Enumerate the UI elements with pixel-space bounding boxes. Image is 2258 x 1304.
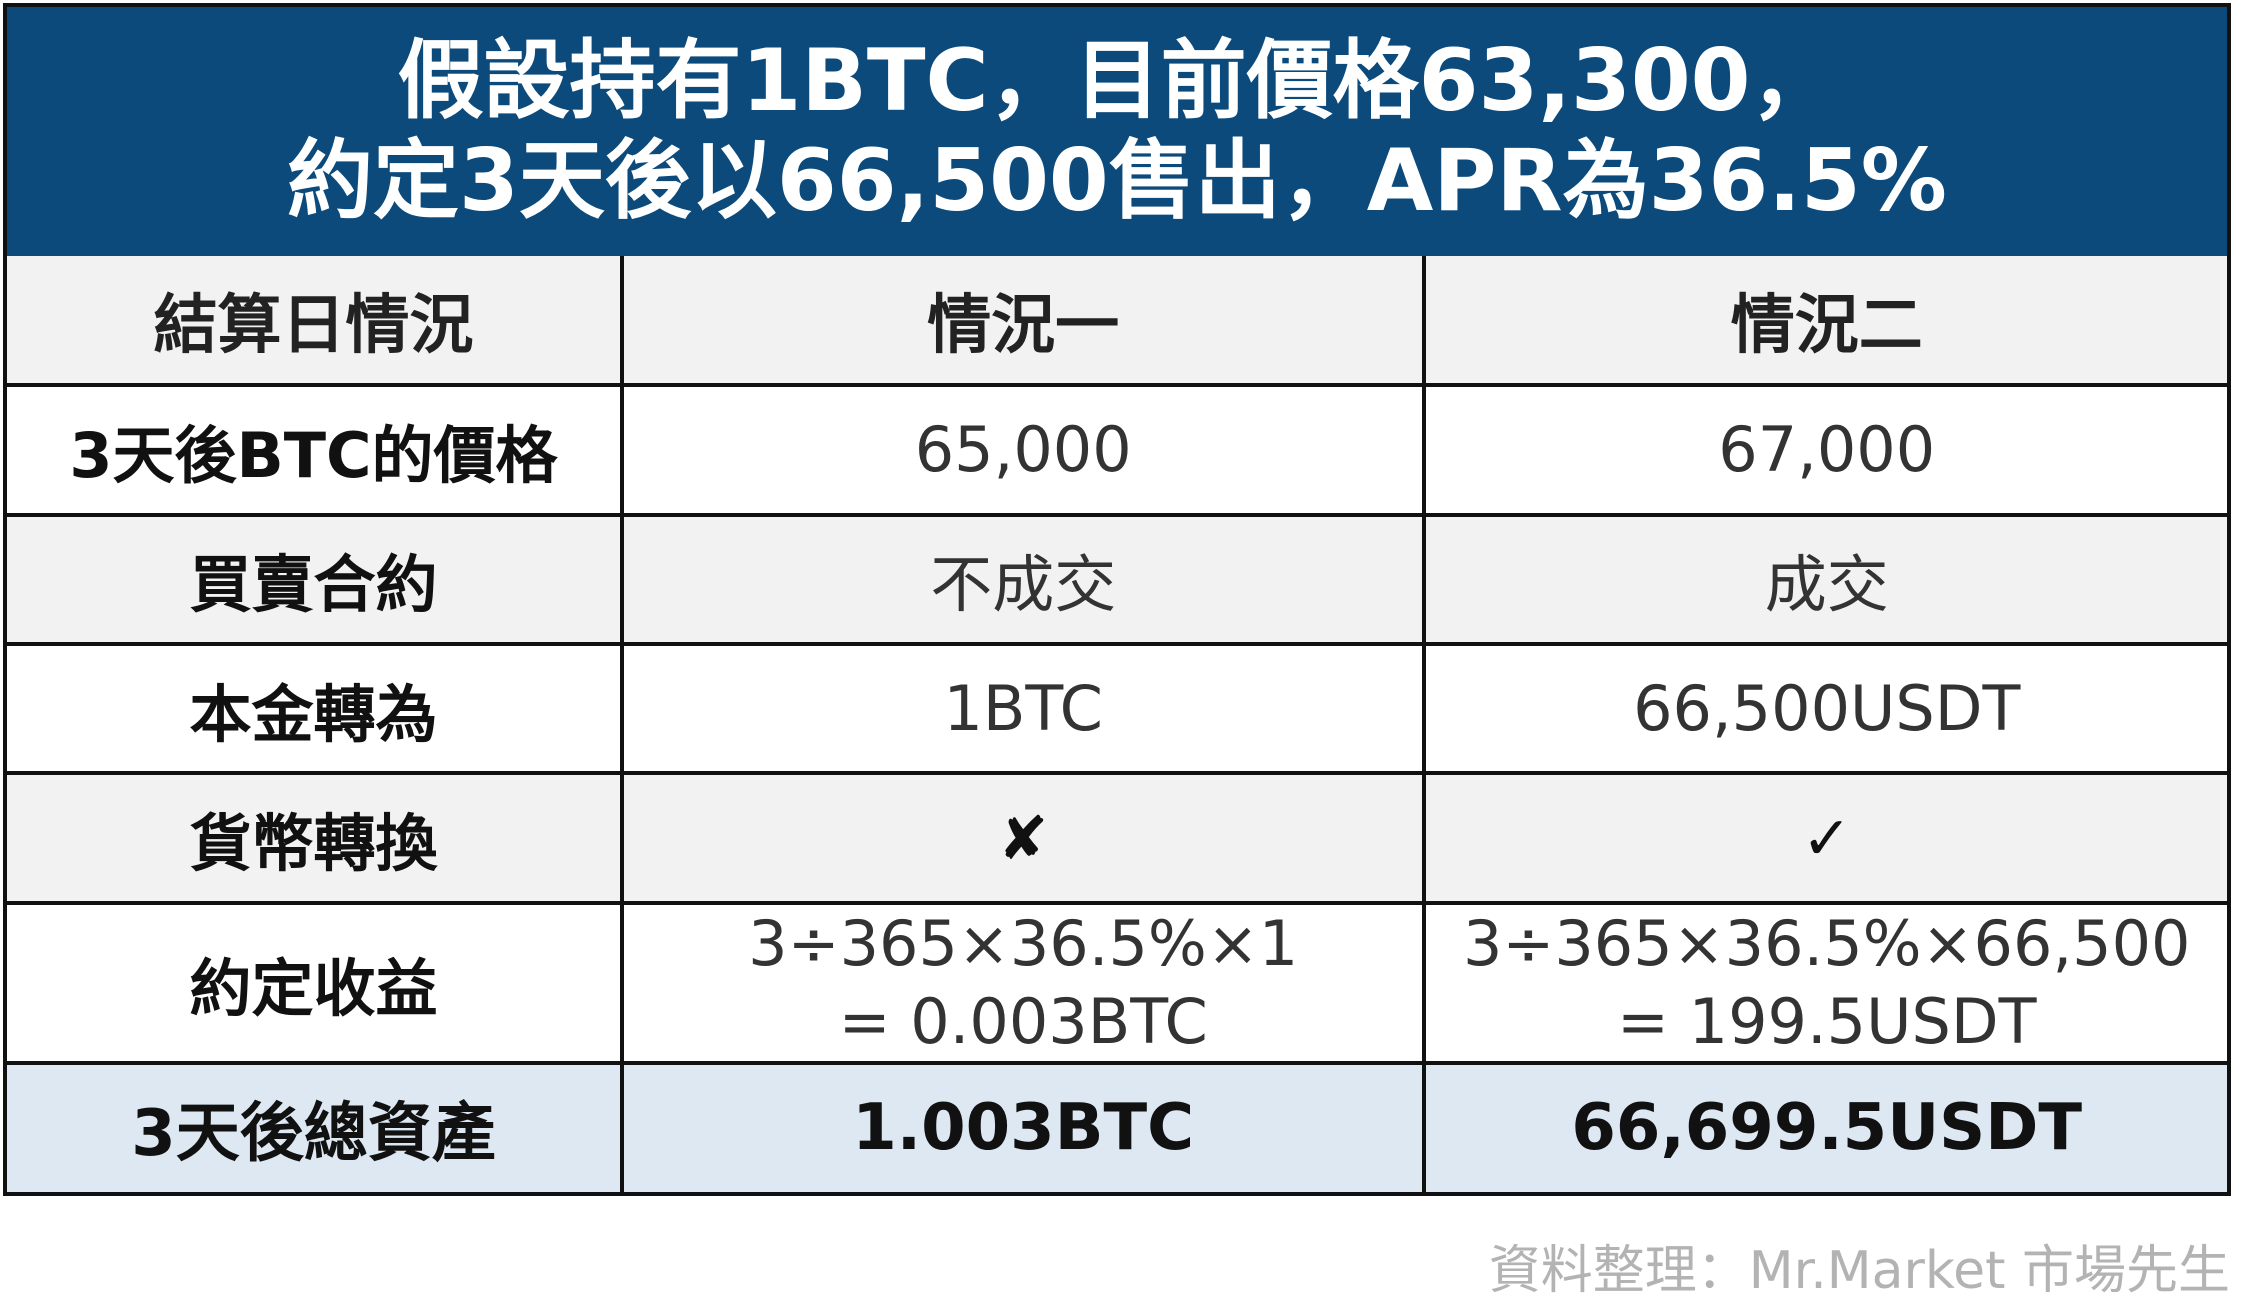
- yield-result-case-1: = 0.003BTC: [838, 984, 1208, 1058]
- title-banner: 假設持有1BTC，目前價格63,300， 約定3天後以66,500售出，APR為…: [7, 7, 2227, 256]
- header-row: 結算日情況 情況一 情況二: [7, 256, 2227, 388]
- table-row: 約定收益 3÷365×36.5%×1 = 0.003BTC 3÷365×36.5…: [7, 900, 2227, 1065]
- title-line-1: 假設持有1BTC，目前價格63,300，: [397, 31, 1837, 131]
- total-row: 3天後總資產 1.003BTC 66,699.5USDT: [7, 1060, 2227, 1192]
- cross-mark-icon: ✘: [998, 804, 1049, 875]
- yield-result-case-2: = 199.5USDT: [1616, 984, 2037, 1058]
- comparison-table-frame: 假設持有1BTC，目前價格63,300， 約定3天後以66,500售出，APR為…: [3, 3, 2231, 1196]
- table-row: 3天後BTC的價格 65,000 67,000: [7, 383, 2227, 517]
- header-settlement-condition: 結算日情況: [7, 256, 624, 388]
- cell-case-2-btc-price: 67,000: [1422, 383, 2227, 517]
- source-credit: 資料整理：Mr.Market 市場先生: [1488, 1241, 2230, 1301]
- header-case-1: 情況一: [619, 256, 1427, 388]
- cell-case-2-yield: 3÷365×36.5%×66,500 = 199.5USDT: [1422, 900, 2227, 1065]
- check-mark-icon: ✓: [1801, 804, 1852, 875]
- yield-formula-case-1: 3÷365×36.5%×1: [748, 906, 1299, 980]
- table-row: 貨幣轉換 ✘ ✓: [7, 771, 2227, 905]
- cell-case-1-principal: 1BTC: [619, 641, 1427, 776]
- cell-case-1-btc-price: 65,000: [619, 383, 1427, 517]
- cell-case-2-total: 66,699.5USDT: [1422, 1060, 2227, 1192]
- cell-case-2-conversion: ✓: [1422, 771, 2227, 905]
- yield-formula-case-2: 3÷365×36.5%×66,500: [1462, 906, 2191, 980]
- row-label-currency-conversion: 貨幣轉換: [7, 771, 624, 905]
- title-line-2: 約定3天後以66,500售出，APR為36.5%: [287, 131, 1947, 231]
- row-label-contract: 買賣合約: [7, 512, 624, 646]
- table-row: 本金轉為 1BTC 66,500USDT: [7, 641, 2227, 776]
- comparison-table: 結算日情況 情況一 情況二 3天後BTC的價格 65,000 67,000 買賣…: [7, 256, 2227, 1192]
- row-label-btc-price: 3天後BTC的價格: [7, 383, 624, 517]
- row-label-total-assets: 3天後總資產: [7, 1060, 624, 1192]
- cell-case-1-contract: 不成交: [619, 512, 1427, 646]
- cell-case-2-principal: 66,500USDT: [1422, 641, 2227, 776]
- cell-case-1-yield: 3÷365×36.5%×1 = 0.003BTC: [619, 900, 1427, 1065]
- table-row: 買賣合約 不成交 成交: [7, 512, 2227, 646]
- header-case-2: 情況二: [1422, 256, 2227, 388]
- cell-case-2-contract: 成交: [1422, 512, 2227, 646]
- cell-case-1-total: 1.003BTC: [619, 1060, 1427, 1192]
- row-label-agreed-yield: 約定收益: [7, 900, 624, 1065]
- row-label-principal: 本金轉為: [7, 641, 624, 776]
- cell-case-1-conversion: ✘: [619, 771, 1427, 905]
